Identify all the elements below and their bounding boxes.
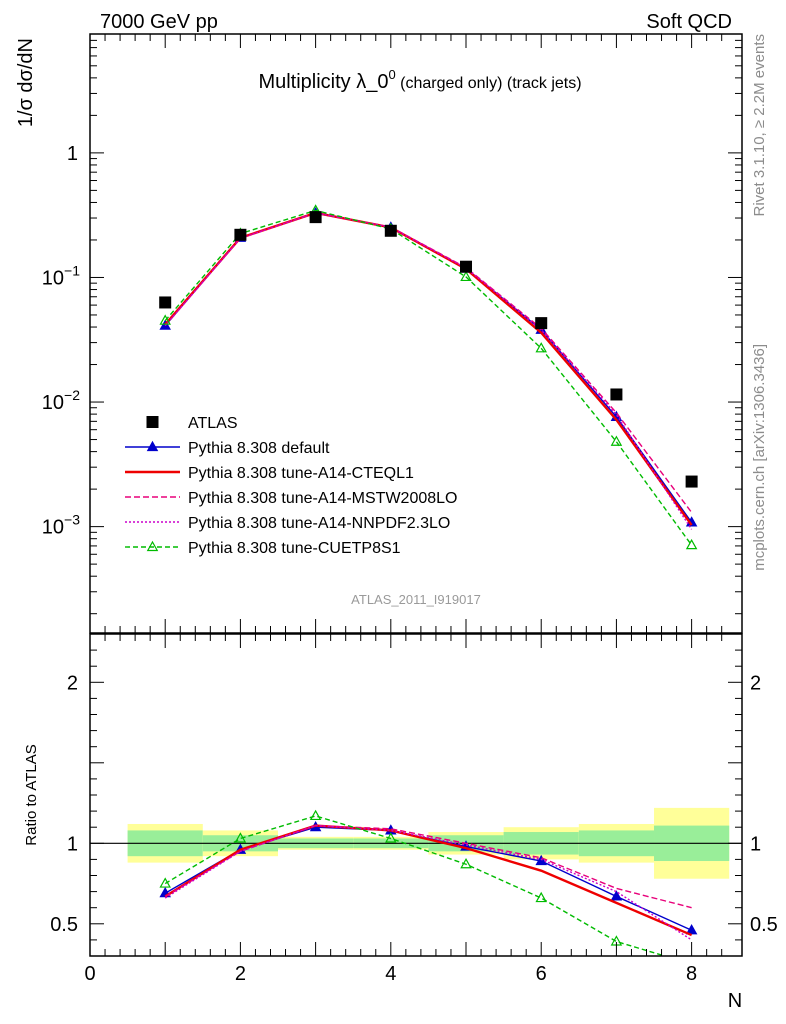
legend-label: Pythia 8.308 tune-CUETP8S1 (188, 540, 401, 557)
analysis-id: ATLAS_2011_I919017 (351, 592, 481, 607)
ratio-frame (89, 633, 743, 957)
header-right: Soft QCD (646, 11, 732, 33)
main-frame (89, 33, 743, 634)
series-marker (460, 270, 472, 282)
data-point (384, 224, 397, 237)
legend-label: Pythia 8.308 tune-A14-NNPDF2.3LO (188, 515, 450, 532)
main-plot-marks (159, 204, 698, 550)
ratio-series-marker (309, 809, 322, 821)
ratio-y-tick-label: 2 (67, 672, 78, 694)
ratio-series-line (164, 824, 693, 937)
legend-label: Pythia 8.308 default (188, 440, 330, 457)
ratio-y-tick-label-right: 0.5 (750, 914, 778, 936)
data-point (610, 388, 623, 401)
legend-marker-data (146, 416, 159, 428)
series-line (164, 209, 693, 546)
data-point (159, 296, 172, 309)
series-marker (685, 538, 698, 550)
ratio-y-tick-label: 0.5 (50, 914, 78, 936)
ratio-series-marker (234, 832, 247, 843)
x-axis-label: N (728, 990, 742, 1012)
y-tick-label: 10−3 (42, 512, 80, 539)
x-tick-label: 8 (686, 963, 697, 985)
y-axis-label-main: 1/σ dσ/dN (15, 38, 37, 127)
data-point (685, 475, 698, 488)
legend-marker (146, 440, 159, 452)
legend-label: ATLAS (188, 415, 238, 432)
series-marker (610, 435, 623, 446)
ratio-series-marker (535, 854, 547, 866)
x-tick-label: 4 (385, 963, 396, 985)
x-tick-label: 0 (84, 963, 95, 985)
legend-marker (146, 540, 159, 552)
ratio-series-marker (610, 890, 623, 901)
ratio-series-marker (460, 858, 472, 869)
axis-ticks: 0 2 4 6 8 1 10−1 10−2 10−3 0.5 0.5 1 1 2 2 (42, 33, 778, 985)
data-point (460, 260, 473, 273)
ratio-uncertainty-bands (90, 807, 742, 879)
chart-title: Multiplicity λ_00 (charged only) (track … (258, 67, 581, 93)
ratio-series-marker (535, 891, 547, 903)
ratio-plot-marks (159, 809, 698, 956)
y-axis-label-ratio: Ratio to ATLAS (23, 744, 40, 845)
rivet-label: Rivet 3.1.10, ≥ 2.2M events (751, 34, 768, 217)
data-point (234, 228, 247, 241)
ratio-series-marker (159, 877, 171, 888)
y-tick-label: 1 (67, 143, 78, 165)
ratio-y-tick-label: 1 (67, 833, 78, 855)
ratio-series-marker (685, 924, 698, 935)
series-marker (535, 342, 547, 353)
ratio-series-line (164, 824, 692, 941)
ratio-y-tick-label-right: 1 (750, 833, 761, 855)
ratio-y-tick-label-right: 2 (750, 672, 761, 694)
y-tick-label: 10−2 (42, 387, 80, 414)
mcplots-label: mcplots.cern.ch [arXiv:1306.3436] (751, 344, 768, 571)
ratio-series-marker (385, 832, 397, 843)
legend: ATLAS Pythia 8.308 default Pythia 8.308 tu… (125, 415, 457, 557)
data-point (535, 317, 548, 330)
data-point (309, 211, 322, 224)
x-tick-label: 2 (235, 963, 246, 985)
x-tick-label: 6 (536, 963, 547, 985)
header-left: 7000 GeV pp (100, 11, 218, 33)
series-marker (159, 314, 171, 325)
legend-label: Pythia 8.308 tune-A14-CTEQL1 (188, 465, 414, 482)
legend-label: Pythia 8.308 tune-A14-MSTW2008LO (188, 490, 457, 507)
y-tick-label: 10−1 (42, 262, 80, 289)
series-line (164, 212, 693, 530)
ratio-series-line (164, 815, 668, 956)
